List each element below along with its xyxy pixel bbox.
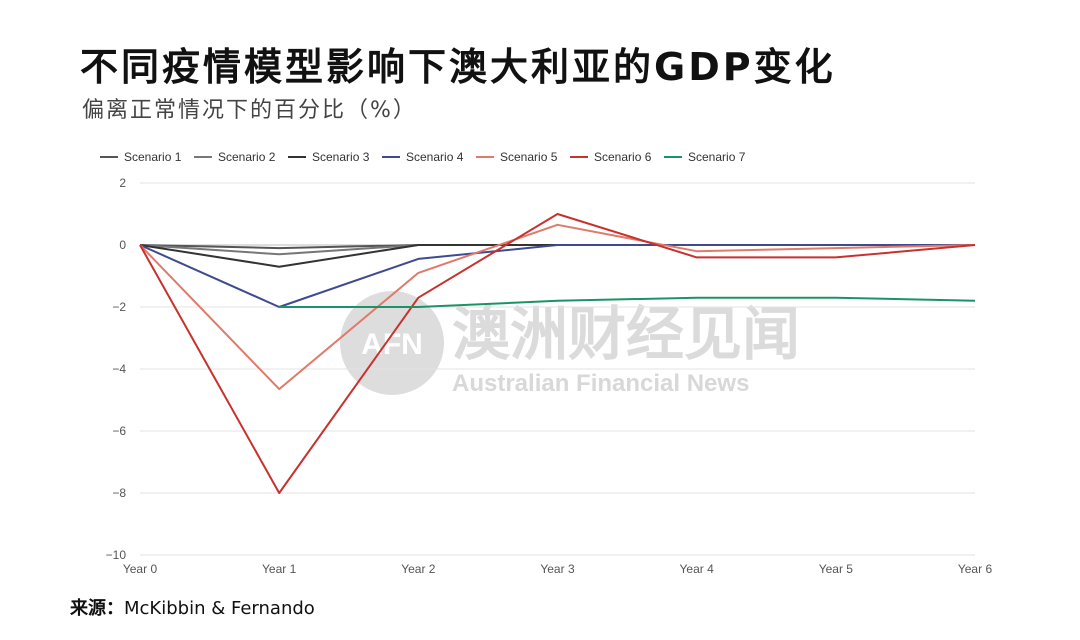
series-line-scenario-7 (279, 296, 976, 308)
legend-item: Scenario 2 (194, 150, 276, 164)
source-value: McKibbin & Fernando (124, 598, 315, 619)
y-tick-label: −8 (112, 486, 126, 500)
legend-label: Scenario 6 (594, 150, 652, 164)
legend-item: Scenario 3 (288, 150, 370, 164)
source-note: 来源：McKibbin & Fernando (70, 594, 315, 620)
chart-title: 不同疫情模型影响下澳大利亚的GDP变化 (80, 45, 836, 89)
x-tick-label: Year 0 (123, 562, 158, 576)
x-axis: Year 0 Year 1 Year 2 Year 3 Year 4 Year 5 Year… (123, 562, 993, 576)
legend-label: Scenario 1 (124, 150, 182, 164)
x-tick-label: Year 6 (958, 562, 993, 576)
y-tick-label: −6 (112, 424, 126, 438)
x-tick-label: Year 2 (401, 562, 436, 576)
source-label: 来源： (70, 598, 124, 619)
legend-label: Scenario 3 (312, 150, 370, 164)
legend-item: Scenario 6 (570, 150, 652, 164)
legend: Scenario 1 Scenario 2 Scenario 3 Scenario 4… (100, 150, 746, 164)
legend-item: Scenario 7 (664, 150, 746, 164)
x-tick-label: Year 5 (819, 562, 854, 576)
y-tick-label: 2 (119, 176, 126, 190)
grid-lines (140, 182, 975, 556)
watermark-en-text: Australian Financial News (452, 370, 749, 397)
legend-label: Scenario 7 (688, 150, 746, 164)
chart-subtitle: 偏离正常情况下的百分比（%） (82, 98, 417, 123)
legend-label: Scenario 4 (406, 150, 464, 164)
y-tick-label: −10 (106, 548, 127, 562)
series-line-scenario-6 (139, 213, 976, 494)
legend-label: Scenario 2 (218, 150, 276, 164)
legend-item: Scenario 4 (382, 150, 464, 164)
series-group (139, 213, 976, 494)
legend-item: Scenario 5 (476, 150, 558, 164)
y-tick-label: 0 (119, 238, 126, 252)
y-tick-label: −2 (112, 300, 126, 314)
x-tick-label: Year 3 (540, 562, 575, 576)
legend-label: Scenario 5 (500, 150, 558, 164)
series-line-scenario-2 (139, 244, 975, 256)
x-tick-label: Year 4 (680, 562, 715, 576)
legend-item: Scenario 1 (100, 150, 182, 164)
x-tick-label: Year 1 (262, 562, 297, 576)
watermark-cn-text: 澳洲财经见闻 (452, 300, 800, 368)
y-tick-label: −4 (112, 362, 126, 376)
y-axis: 2 0 −2 −4 −6 −8 −10 (106, 176, 127, 562)
series-line-scenario-5 (139, 223, 976, 391)
